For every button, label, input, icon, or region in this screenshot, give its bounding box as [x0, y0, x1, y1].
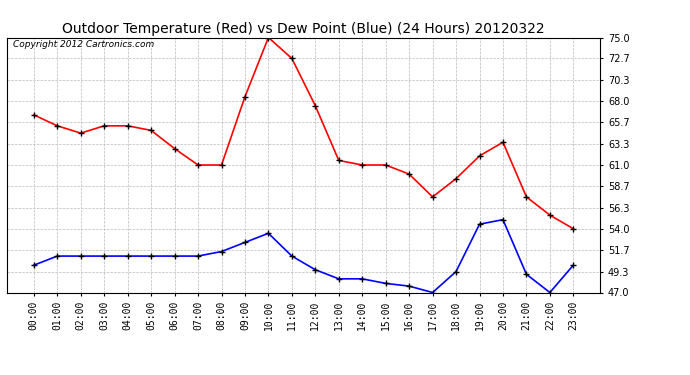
Text: Outdoor Temperature (Red) vs Dew Point (Blue) (24 Hours) 20120322: Outdoor Temperature (Red) vs Dew Point (… [62, 22, 545, 36]
Text: Copyright 2012 Cartronics.com: Copyright 2012 Cartronics.com [13, 40, 154, 49]
